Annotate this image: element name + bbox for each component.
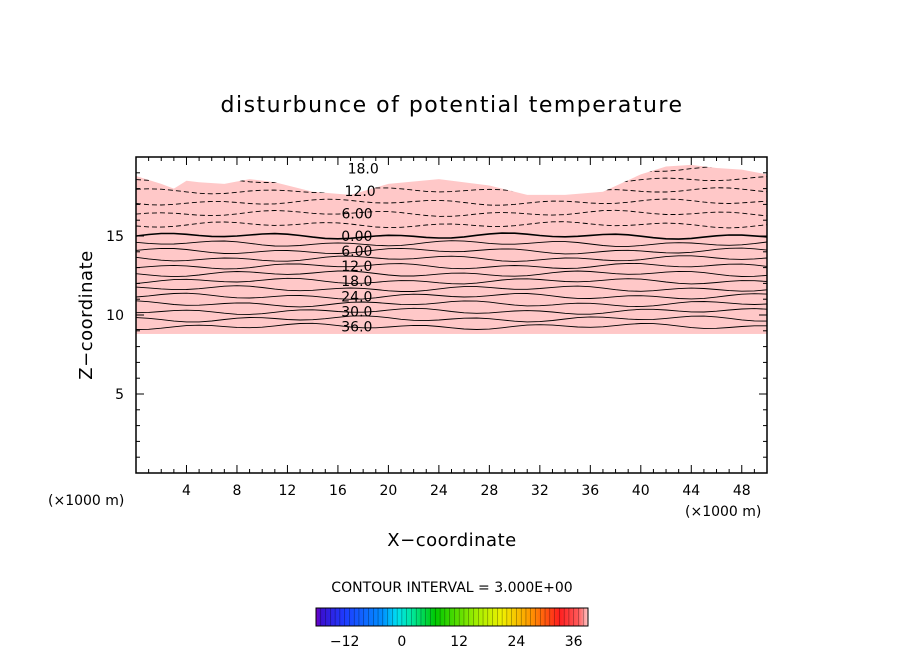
contour-label: 0.00 — [341, 229, 372, 245]
contour-line — [136, 307, 767, 315]
y-tick-label: 5 — [115, 387, 124, 403]
colorbar-tick-label: 24 — [508, 634, 526, 650]
contour-label: 36.0 — [341, 319, 372, 335]
contour-line — [136, 322, 767, 330]
chart-title: disturbunce of potential temperature — [221, 93, 684, 118]
contour-interval-text: CONTOUR INTERVAL = 3.000E+00 — [331, 580, 572, 596]
x-unit-right: (×1000 m) — [685, 504, 761, 520]
x-tick-label: 32 — [531, 483, 549, 499]
contour-line — [136, 187, 767, 195]
contour-line — [136, 300, 767, 308]
x-axis: 4 8 12 16 20 24 28 32 36 40 44 48 — [148, 157, 755, 499]
colorbar-tick-label: −12 — [330, 634, 360, 650]
contour-field — [136, 164, 767, 334]
y-tick-label: 10 — [106, 308, 124, 324]
contour-label: 18.0 — [348, 161, 379, 177]
contour-label: 6.00 — [341, 244, 372, 260]
x-tick-label: 4 — [182, 483, 191, 499]
x-tick-label: 48 — [733, 483, 751, 499]
contour-lines — [136, 164, 767, 330]
contour-line — [136, 221, 767, 229]
x-tick-label: 20 — [379, 483, 397, 499]
contour-line — [136, 209, 767, 217]
contour-line — [136, 292, 767, 300]
y-axis-label: Z−coordinate — [76, 250, 97, 379]
contour-label: 30.0 — [341, 304, 372, 320]
contour-line — [136, 315, 767, 323]
contour-label: 6.00 — [342, 206, 373, 222]
colorbar-tick-label: 0 — [397, 634, 406, 650]
x-tick-label: 40 — [632, 483, 650, 499]
y-axis: 5 10 15 — [106, 172, 767, 458]
contour-line — [136, 277, 767, 285]
contour-line — [136, 255, 767, 262]
contour-line — [136, 198, 767, 206]
contour-line — [136, 240, 767, 247]
contour-line — [136, 270, 767, 278]
contour-line — [136, 247, 767, 255]
x-tick-label: 28 — [480, 483, 498, 499]
x-tick-label: 44 — [682, 483, 700, 499]
contour-label: 18.0 — [341, 274, 372, 290]
contour-label: 24.0 — [341, 289, 372, 305]
colorbar: −12 0 12 24 36 — [315, 607, 589, 650]
x-axis-label: X−coordinate — [387, 530, 516, 551]
x-tick-label: 16 — [329, 483, 347, 499]
x-tick-label: 24 — [430, 483, 448, 499]
contour-line — [136, 285, 767, 292]
x-tick-label: 36 — [581, 483, 599, 499]
x-tick-label: 12 — [279, 483, 297, 499]
x-tick-label: 8 — [232, 483, 241, 499]
colorbar-tick-label: 12 — [450, 634, 468, 650]
colorbar-gradient — [316, 608, 588, 626]
contour-line — [136, 232, 767, 240]
contour-line — [136, 262, 767, 270]
contour-label: 12.0 — [345, 184, 376, 200]
x-unit-left: (×1000 m) — [48, 493, 124, 509]
contour-label: 12.0 — [341, 259, 372, 275]
y-tick-label: 15 — [106, 229, 124, 245]
colorbar-frame — [315, 607, 589, 627]
colorbar-tick-label: 36 — [565, 634, 583, 650]
